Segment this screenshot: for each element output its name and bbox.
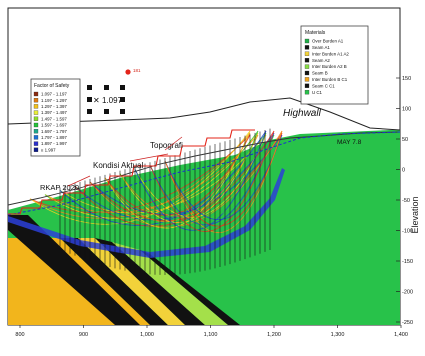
fos-legend-title: Factor of Safety bbox=[34, 83, 70, 89]
material-legend-swatch bbox=[304, 58, 310, 63]
material-legend-label: Seam A1 bbox=[312, 45, 330, 50]
band-lightgreen bbox=[112, 242, 228, 325]
fos-legend-swatch bbox=[33, 147, 39, 152]
slip-arc bbox=[119, 134, 259, 217]
material-legend-label: Inter Burden B C1 bbox=[312, 77, 348, 82]
cross-section bbox=[8, 97, 400, 325]
y-tick-label: -250 bbox=[402, 320, 413, 326]
x-tick-label: 800 bbox=[15, 332, 24, 338]
fos-legend-label: 1.697 - 1.797 bbox=[41, 129, 67, 134]
x-tick-label: 1,300 bbox=[331, 332, 345, 338]
topografi-leader bbox=[164, 136, 183, 151]
highwall-label: Highwall bbox=[283, 108, 322, 119]
rkap-leader bbox=[67, 175, 91, 187]
fos-legend-label: 1.297 - 1.397 bbox=[41, 104, 67, 109]
y-tick-label: 100 bbox=[402, 107, 411, 113]
material-legend-label: Over Burden A1 bbox=[312, 39, 344, 44]
material-legend-swatch bbox=[304, 83, 310, 88]
material-legend-swatch bbox=[304, 64, 310, 69]
material-legend-label: Seam C C1 bbox=[312, 83, 335, 88]
fos-legend-label: ≥ 1.997 bbox=[41, 147, 56, 152]
fos-legend-swatch bbox=[33, 110, 39, 115]
y-tick-label: -200 bbox=[402, 290, 413, 296]
fos-legend-label: 1.397 - 1.497 bbox=[41, 110, 67, 115]
slip-surfaces bbox=[29, 130, 283, 233]
material-legend-swatch bbox=[304, 90, 310, 95]
rkap-line bbox=[8, 129, 255, 215]
fos-legend-swatch bbox=[33, 98, 39, 103]
fos-legend-swatch bbox=[33, 122, 39, 128]
topography-line bbox=[8, 97, 400, 131]
kondisi-aktual-label: Kondisi Aktual bbox=[93, 161, 143, 170]
material-legend-swatch bbox=[304, 45, 310, 50]
topografi-label: Topografi bbox=[150, 141, 183, 150]
fos-legend-swatch bbox=[33, 135, 39, 140]
fos-legend-label: 1.497 - 1.597 bbox=[41, 116, 67, 121]
fos-legend-swatch bbox=[33, 104, 39, 109]
x-tick-label: 1,000 bbox=[140, 332, 154, 338]
fos-legend-swatch bbox=[33, 116, 39, 121]
x-tick-label: 1,200 bbox=[267, 332, 281, 338]
slip-arc bbox=[149, 130, 275, 232]
slip-arc bbox=[104, 134, 251, 216]
critical-fos-label: 1.097 bbox=[102, 96, 123, 105]
fos-legend-swatch bbox=[33, 141, 39, 146]
actual-condition-line bbox=[8, 131, 400, 206]
kondisi-aktual-leader bbox=[129, 153, 169, 162]
seam-black-2 bbox=[60, 238, 168, 325]
material-legend-label: Seam A2 bbox=[312, 58, 330, 63]
y-tick-label: 50 bbox=[402, 137, 408, 143]
x-tick-label: 1,100 bbox=[204, 332, 218, 338]
fos-legend-label: 1.097 - 1.197 bbox=[41, 92, 67, 97]
slip-arc bbox=[134, 132, 267, 225]
elevation-axis: 150 100 50 0 -50 -100 -150 -200 -250 bbox=[396, 76, 413, 326]
material-legend-label: Seam B bbox=[312, 71, 328, 76]
y-tick-label: 0 bbox=[402, 168, 405, 174]
materials-legend-title: Materials bbox=[305, 30, 326, 36]
fos-legend-label: 1.597 - 1.697 bbox=[41, 123, 67, 128]
y-tick-label: -50 bbox=[402, 198, 410, 204]
material-legend-label: Inter Burden A2 B bbox=[312, 64, 347, 69]
y-tick-label: -150 bbox=[402, 259, 413, 265]
slip-arc bbox=[134, 134, 267, 218]
slip-arc bbox=[149, 134, 275, 219]
material-legend-swatch bbox=[304, 51, 310, 56]
material-legend-label: Inter Burden A1 A2 bbox=[312, 51, 349, 56]
slip-arc bbox=[119, 132, 259, 224]
fos-legend-swatch bbox=[33, 129, 39, 134]
critical-center-point bbox=[125, 69, 131, 75]
seam-black-1 bbox=[8, 215, 140, 325]
fos-legend-label: 1.197 - 1.297 bbox=[41, 98, 67, 103]
distance-axis: 800 900 1,000 1,100 1,200 1,300 1,400 bbox=[15, 325, 408, 338]
slip-arc bbox=[134, 130, 267, 231]
fos-legend-label: 1.897 - 1.997 bbox=[41, 141, 67, 146]
elevation-axis-label: Elevation bbox=[410, 196, 420, 233]
slip-center-grid: 1.097 ✕ 181 bbox=[87, 68, 141, 114]
x-tick-label: 900 bbox=[79, 332, 88, 338]
y-tick-label: 150 bbox=[402, 76, 411, 82]
rkap-label: RKAP 2020 bbox=[40, 183, 79, 192]
material-legend-label: U C1 bbox=[312, 90, 323, 95]
material-legend-swatch bbox=[304, 38, 310, 44]
fos-legend-label: 1.797 - 1.897 bbox=[41, 135, 67, 140]
slip-arc bbox=[104, 132, 251, 222]
fos-x-marker: ✕ bbox=[93, 96, 100, 105]
slip-arc bbox=[74, 130, 275, 227]
seam-black-3 bbox=[95, 238, 205, 325]
slip-arc bbox=[119, 130, 259, 230]
material-legend-swatch bbox=[304, 70, 310, 76]
x-tick-label: 1,400 bbox=[394, 332, 408, 338]
slip-arc bbox=[149, 132, 275, 226]
may-label: MAY 7.8 bbox=[337, 139, 362, 146]
fos-legend-swatch bbox=[33, 91, 39, 97]
slip-arc bbox=[164, 134, 283, 220]
y-tick-label: -100 bbox=[402, 229, 413, 235]
critical-center-label: 181 bbox=[133, 68, 141, 73]
material-legend-swatch bbox=[304, 77, 310, 82]
slip-arc bbox=[74, 132, 275, 221]
